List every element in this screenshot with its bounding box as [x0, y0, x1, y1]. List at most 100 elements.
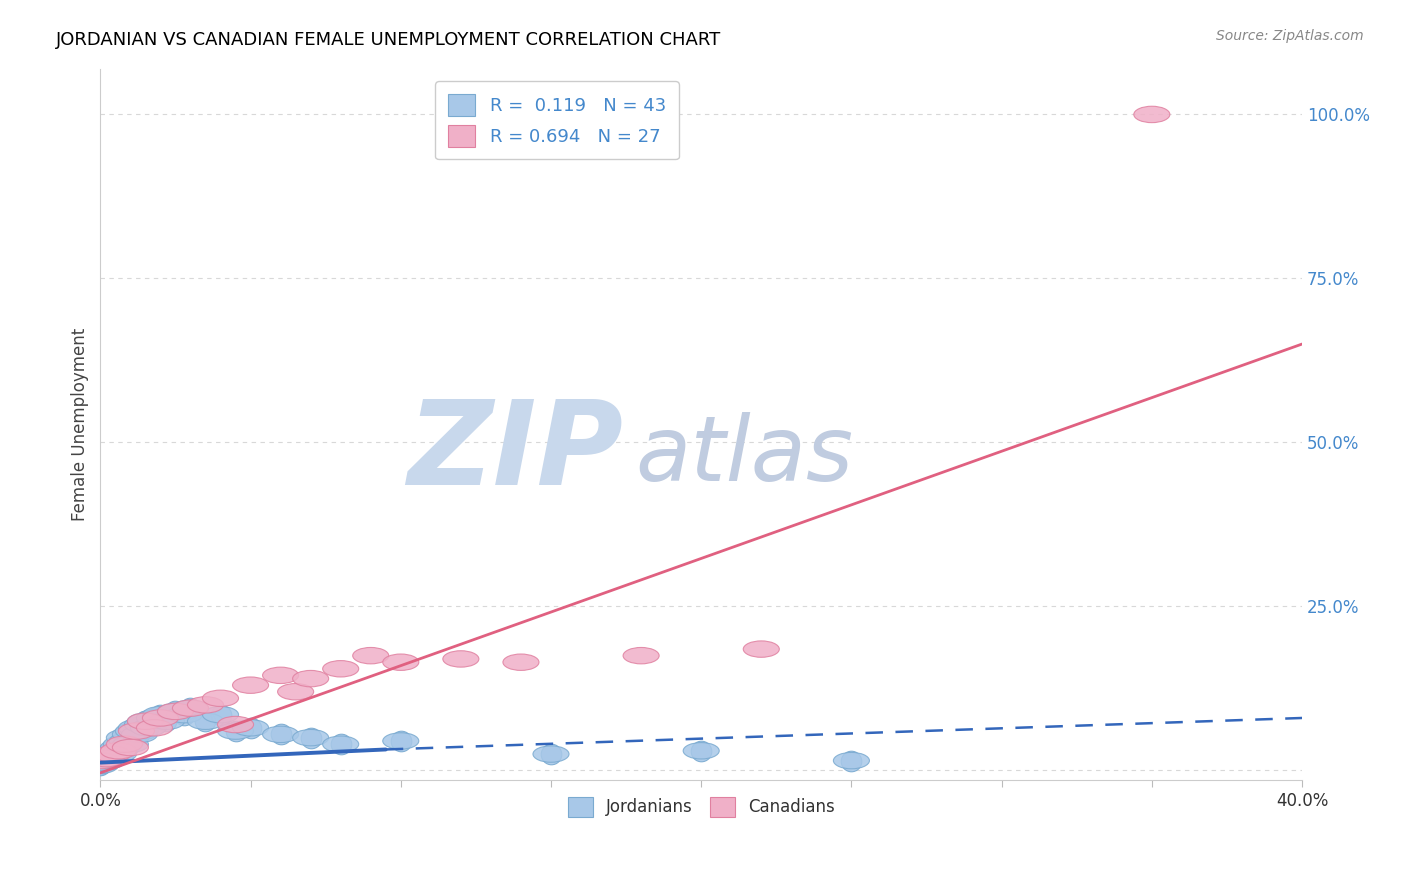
- Ellipse shape: [263, 726, 298, 742]
- Ellipse shape: [202, 706, 239, 723]
- Ellipse shape: [86, 755, 121, 771]
- Point: [270, 727, 292, 741]
- Ellipse shape: [173, 700, 208, 716]
- Point: [96, 754, 118, 768]
- Ellipse shape: [100, 742, 136, 759]
- Ellipse shape: [533, 746, 569, 763]
- Ellipse shape: [834, 753, 869, 769]
- Ellipse shape: [89, 749, 124, 765]
- Ellipse shape: [187, 713, 224, 730]
- Point: [104, 744, 127, 758]
- Ellipse shape: [353, 648, 388, 664]
- Point: [93, 756, 115, 770]
- Text: ZIP: ZIP: [408, 395, 623, 510]
- Point: [89, 756, 111, 771]
- Ellipse shape: [142, 706, 179, 723]
- Ellipse shape: [382, 654, 419, 671]
- Point: [89, 758, 111, 772]
- Y-axis label: Female Unemployment: Female Unemployment: [72, 327, 89, 521]
- Point: [104, 750, 127, 764]
- Ellipse shape: [100, 746, 136, 763]
- Ellipse shape: [97, 749, 134, 765]
- Point: [89, 754, 111, 768]
- Ellipse shape: [218, 723, 253, 739]
- Point: [117, 734, 139, 748]
- Text: atlas: atlas: [636, 412, 853, 500]
- Ellipse shape: [128, 713, 163, 730]
- Point: [225, 724, 247, 739]
- Ellipse shape: [443, 651, 479, 667]
- Point: [173, 707, 195, 722]
- Ellipse shape: [382, 732, 419, 749]
- Ellipse shape: [104, 736, 139, 753]
- Point: [125, 721, 148, 735]
- Ellipse shape: [83, 757, 118, 773]
- Point: [134, 714, 156, 729]
- Ellipse shape: [683, 742, 720, 759]
- Point: [209, 707, 232, 722]
- Ellipse shape: [136, 710, 173, 726]
- Ellipse shape: [91, 750, 128, 767]
- Point: [96, 750, 118, 764]
- Ellipse shape: [107, 730, 142, 746]
- Ellipse shape: [1133, 106, 1170, 122]
- Point: [179, 701, 201, 715]
- Ellipse shape: [94, 747, 131, 764]
- Ellipse shape: [89, 753, 124, 769]
- Text: JORDANIAN VS CANADIAN FEMALE UNEMPLOYMENT CORRELATION CHART: JORDANIAN VS CANADIAN FEMALE UNEMPLOYMEN…: [56, 31, 721, 49]
- Point: [93, 752, 115, 766]
- Point: [110, 737, 132, 751]
- Point: [149, 707, 172, 722]
- Ellipse shape: [157, 703, 194, 720]
- Ellipse shape: [292, 730, 329, 746]
- Point: [101, 749, 124, 764]
- Ellipse shape: [131, 720, 166, 736]
- Ellipse shape: [128, 713, 163, 730]
- Point: [112, 731, 135, 745]
- Point: [107, 740, 129, 755]
- Point: [389, 734, 412, 748]
- Ellipse shape: [112, 736, 149, 753]
- Ellipse shape: [142, 710, 179, 726]
- Point: [98, 752, 121, 766]
- Ellipse shape: [263, 667, 298, 683]
- Point: [120, 727, 142, 741]
- Ellipse shape: [112, 739, 149, 756]
- Ellipse shape: [118, 723, 155, 739]
- Point: [841, 754, 863, 768]
- Ellipse shape: [292, 671, 329, 687]
- Ellipse shape: [118, 720, 155, 736]
- Ellipse shape: [107, 736, 142, 753]
- Ellipse shape: [121, 726, 157, 742]
- Ellipse shape: [232, 720, 269, 736]
- Ellipse shape: [136, 720, 173, 736]
- Ellipse shape: [83, 756, 118, 772]
- Ellipse shape: [89, 750, 124, 767]
- Ellipse shape: [97, 742, 134, 759]
- Ellipse shape: [187, 697, 224, 713]
- Point: [107, 747, 129, 761]
- Ellipse shape: [83, 753, 118, 769]
- Point: [329, 737, 352, 751]
- Ellipse shape: [86, 750, 121, 767]
- Point: [89, 756, 111, 771]
- Point: [239, 721, 262, 735]
- Ellipse shape: [83, 753, 118, 769]
- Point: [540, 747, 562, 761]
- Point: [98, 747, 121, 761]
- Ellipse shape: [91, 746, 128, 763]
- Ellipse shape: [503, 654, 538, 671]
- Ellipse shape: [115, 723, 152, 739]
- Ellipse shape: [83, 756, 118, 772]
- Point: [122, 724, 145, 739]
- Point: [299, 731, 322, 745]
- Ellipse shape: [94, 746, 131, 763]
- Ellipse shape: [322, 736, 359, 753]
- Point: [690, 744, 713, 758]
- Ellipse shape: [100, 739, 136, 756]
- Ellipse shape: [623, 648, 659, 664]
- Ellipse shape: [157, 703, 194, 720]
- Ellipse shape: [112, 726, 149, 742]
- Ellipse shape: [124, 716, 160, 732]
- Text: Source: ZipAtlas.com: Source: ZipAtlas.com: [1216, 29, 1364, 43]
